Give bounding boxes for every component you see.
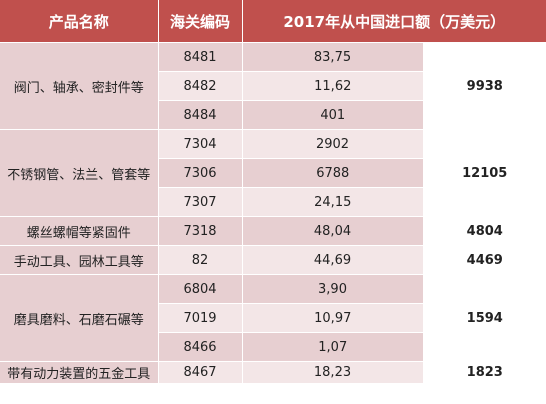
table-row: 7306 6788 (0, 158, 546, 188)
table-row: 带有动力装置的五金工具 8467 18,23 1823 (0, 361, 546, 384)
value-cell: 24,15 (242, 187, 423, 217)
product-name-cell: 螺丝螺帽等紧固件 (0, 216, 159, 246)
code-cell: 7019 (158, 303, 243, 333)
product-name-cell: 不锈钢管、法兰、管套等 (0, 129, 159, 217)
value-cell: 18,23 (242, 361, 424, 384)
code-cell: 8466 (158, 332, 243, 362)
table-row: 7307 24,15 (0, 187, 546, 217)
code-cell: 6804 (158, 274, 243, 304)
value-cell: 11,62 (242, 71, 423, 101)
total-cell: 1594 (423, 274, 546, 362)
total-cell: 4804 (423, 216, 546, 246)
value-cell: 10,97 (242, 303, 423, 333)
table-row: 7019 10,97 (0, 303, 546, 333)
code-cell: 7304 (158, 129, 243, 159)
header-product-name: 产品名称 (0, 0, 159, 43)
total-cell: 12105 (423, 129, 546, 217)
table-row: 8482 11,62 (0, 71, 546, 101)
product-name-cell: 阀门、轴承、密封件等 (0, 42, 159, 130)
header-row: 产品名称 海关编码 2017年从中国进口额（万美元） (0, 0, 546, 43)
value-cell: 2902 (242, 129, 424, 159)
table-row: 8484 401 (0, 100, 546, 130)
table-row: 磨具磨料、石磨石碾等 6804 3,90 1594 (0, 274, 546, 362)
product-name-cell: 磨具磨料、石磨石碾等 (0, 274, 159, 362)
table-row: 阀门、轴承、密封件等 8481 83,75 9938 (0, 42, 546, 130)
table-row: 8466 1,07 (0, 332, 546, 362)
total-cell: 1823 (423, 361, 546, 384)
value-cell: 48,04 (242, 216, 424, 246)
value-cell: 1,07 (242, 332, 423, 362)
code-cell: 8481 (158, 42, 243, 72)
import-table: 产品名称 海关编码 2017年从中国进口额（万美元） 阀门、轴承、密封件等 84… (0, 0, 546, 384)
value-cell: 44,69 (242, 245, 424, 275)
value-cell: 6788 (242, 158, 423, 188)
total-cell: 9938 (423, 42, 546, 130)
table-row: 手动工具、园林工具等 82 44,69 4469 (0, 245, 546, 275)
product-name-cell: 带有动力装置的五金工具 (0, 361, 159, 384)
code-cell: 7318 (158, 216, 243, 246)
code-cell: 7307 (158, 187, 243, 217)
value-cell: 401 (242, 100, 423, 130)
table-row: 不锈钢管、法兰、管套等 7304 2902 12105 (0, 129, 546, 217)
value-cell: 83,75 (242, 42, 424, 72)
value-cell: 3,90 (242, 274, 424, 304)
code-cell: 82 (158, 245, 243, 275)
total-cell: 4469 (423, 245, 546, 275)
code-cell: 8482 (158, 71, 243, 101)
product-name-cell: 手动工具、园林工具等 (0, 245, 159, 275)
code-cell: 8484 (158, 100, 243, 130)
header-import-value: 2017年从中国进口额（万美元） (242, 0, 546, 43)
header-customs-code: 海关编码 (158, 0, 243, 43)
table-row: 螺丝螺帽等紧固件 7318 48,04 4804 (0, 216, 546, 246)
code-cell: 8467 (158, 361, 243, 384)
code-cell: 7306 (158, 158, 243, 188)
